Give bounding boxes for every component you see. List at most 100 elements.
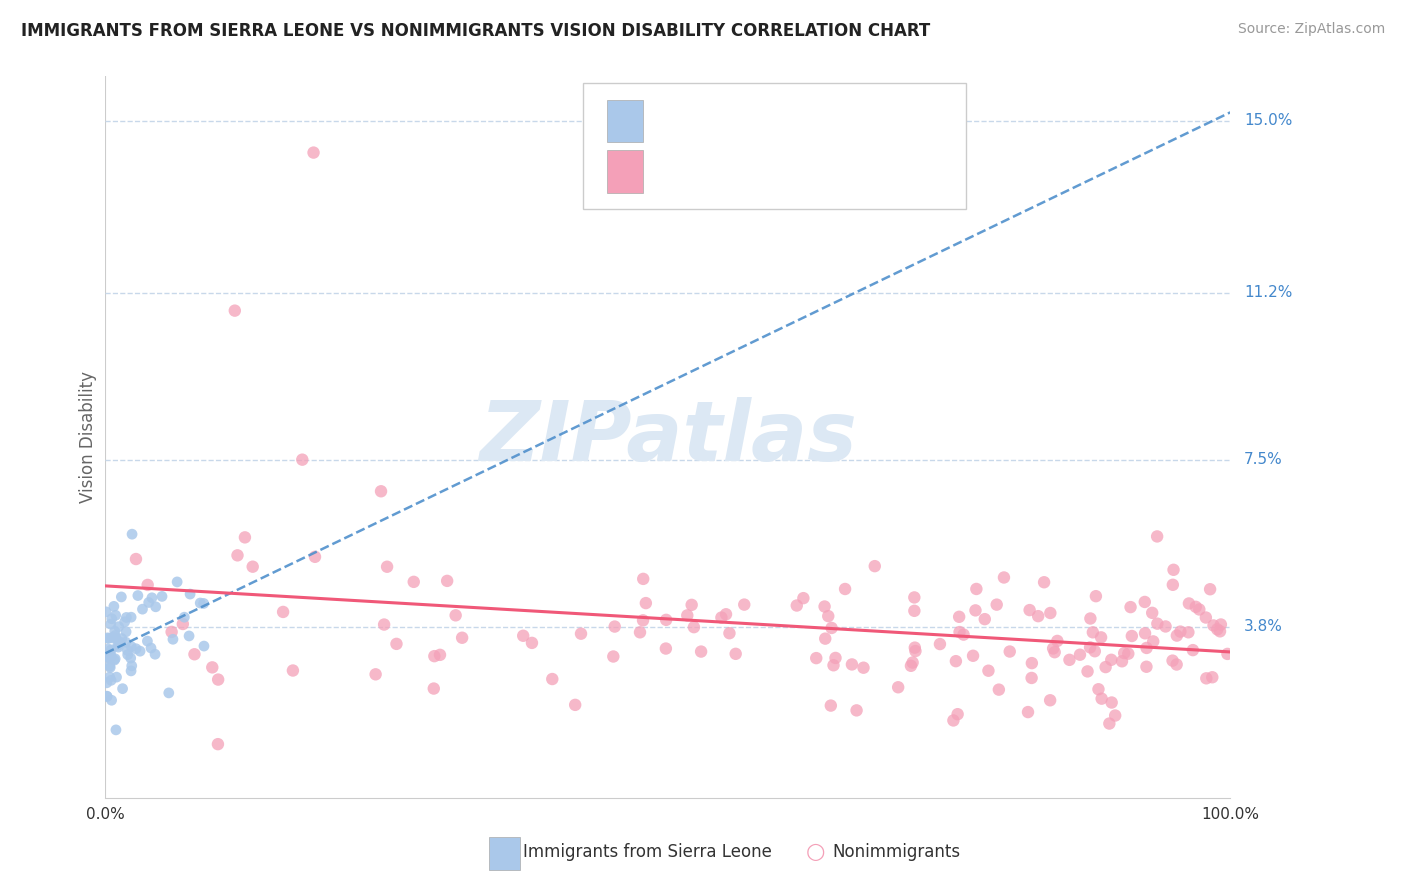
Text: ZIPatlas: ZIPatlas: [479, 397, 856, 477]
Point: [1021, 656, 1043, 670]
Point: [120, 610, 142, 624]
Point: [98, 660, 121, 674]
Point: [1161, 578, 1184, 592]
Point: [631, 572, 654, 586]
Text: R =  0.060   N =  69: R = 0.060 N = 69: [661, 112, 875, 130]
Text: Immigrants from Sierra Leone: Immigrants from Sierra Leone: [523, 843, 772, 861]
Point: [904, 640, 927, 655]
Point: [1133, 595, 1156, 609]
Point: [998, 644, 1021, 658]
Text: 11.2%: 11.2%: [1244, 285, 1292, 300]
Point: [100, 673, 122, 688]
Point: [226, 549, 249, 563]
Point: [125, 641, 148, 656]
Point: [364, 667, 387, 681]
Point: [1039, 606, 1062, 620]
Point: [1087, 682, 1109, 697]
Point: [120, 664, 142, 678]
Point: [690, 644, 713, 658]
Point: [1199, 582, 1222, 597]
Y-axis label: Vision Disability: Vision Disability: [79, 371, 97, 503]
FancyBboxPatch shape: [607, 100, 643, 143]
Point: [1166, 657, 1188, 672]
Point: [1121, 629, 1143, 643]
Point: [1078, 640, 1101, 655]
Point: [1090, 631, 1112, 645]
Point: [1081, 625, 1104, 640]
Point: [111, 632, 134, 646]
Point: [948, 625, 970, 640]
Point: [96, 650, 118, 665]
Point: [929, 637, 952, 651]
Point: [1177, 625, 1199, 640]
Point: [1209, 617, 1232, 632]
Point: [1059, 653, 1081, 667]
Point: [1026, 609, 1049, 624]
Point: [1104, 708, 1126, 723]
Point: [792, 591, 814, 606]
Point: [271, 605, 294, 619]
Point: [193, 639, 215, 653]
Point: [98, 659, 121, 673]
Point: [1091, 691, 1114, 706]
Point: [188, 596, 211, 610]
Point: [1195, 610, 1218, 624]
Point: [105, 670, 128, 684]
Point: [127, 589, 149, 603]
Point: [564, 698, 586, 712]
Point: [166, 574, 188, 589]
Point: [813, 599, 835, 614]
Point: [714, 607, 737, 622]
Point: [157, 686, 180, 700]
Point: [903, 604, 925, 618]
Point: [718, 626, 741, 640]
Point: [834, 582, 856, 596]
Point: [172, 617, 194, 632]
Point: [242, 559, 264, 574]
Point: [108, 634, 131, 648]
Point: [96, 689, 118, 703]
Point: [852, 661, 875, 675]
Point: [1099, 653, 1122, 667]
Point: [141, 591, 163, 605]
Point: [1161, 654, 1184, 668]
Point: [1119, 600, 1142, 615]
Point: [724, 647, 747, 661]
Point: [117, 643, 139, 657]
Point: [100, 612, 122, 626]
Point: [814, 632, 837, 646]
Point: [107, 620, 129, 634]
Point: [114, 635, 136, 649]
Point: [1043, 645, 1066, 659]
Point: [1163, 563, 1185, 577]
Point: [512, 629, 534, 643]
Point: [1111, 654, 1133, 668]
Point: [103, 653, 125, 667]
Point: [179, 587, 201, 601]
Point: [101, 631, 124, 645]
Point: [841, 657, 863, 672]
Point: [823, 658, 845, 673]
Point: [655, 613, 678, 627]
Point: [114, 615, 136, 629]
Point: [820, 698, 842, 713]
Point: [373, 617, 395, 632]
Point: [193, 597, 215, 611]
Point: [786, 599, 808, 613]
Point: [110, 590, 132, 604]
Point: [1094, 660, 1116, 674]
Point: [201, 660, 224, 674]
Point: [1154, 619, 1177, 633]
Point: [887, 680, 910, 694]
Point: [375, 559, 398, 574]
Point: [1098, 716, 1121, 731]
Point: [100, 693, 122, 707]
Text: 3.8%: 3.8%: [1244, 619, 1284, 634]
Text: ○: ○: [806, 842, 825, 862]
Point: [845, 703, 868, 717]
Point: [903, 591, 925, 605]
Point: [103, 599, 125, 614]
Point: [1114, 646, 1136, 660]
Point: [733, 598, 755, 612]
Point: [1018, 603, 1040, 617]
